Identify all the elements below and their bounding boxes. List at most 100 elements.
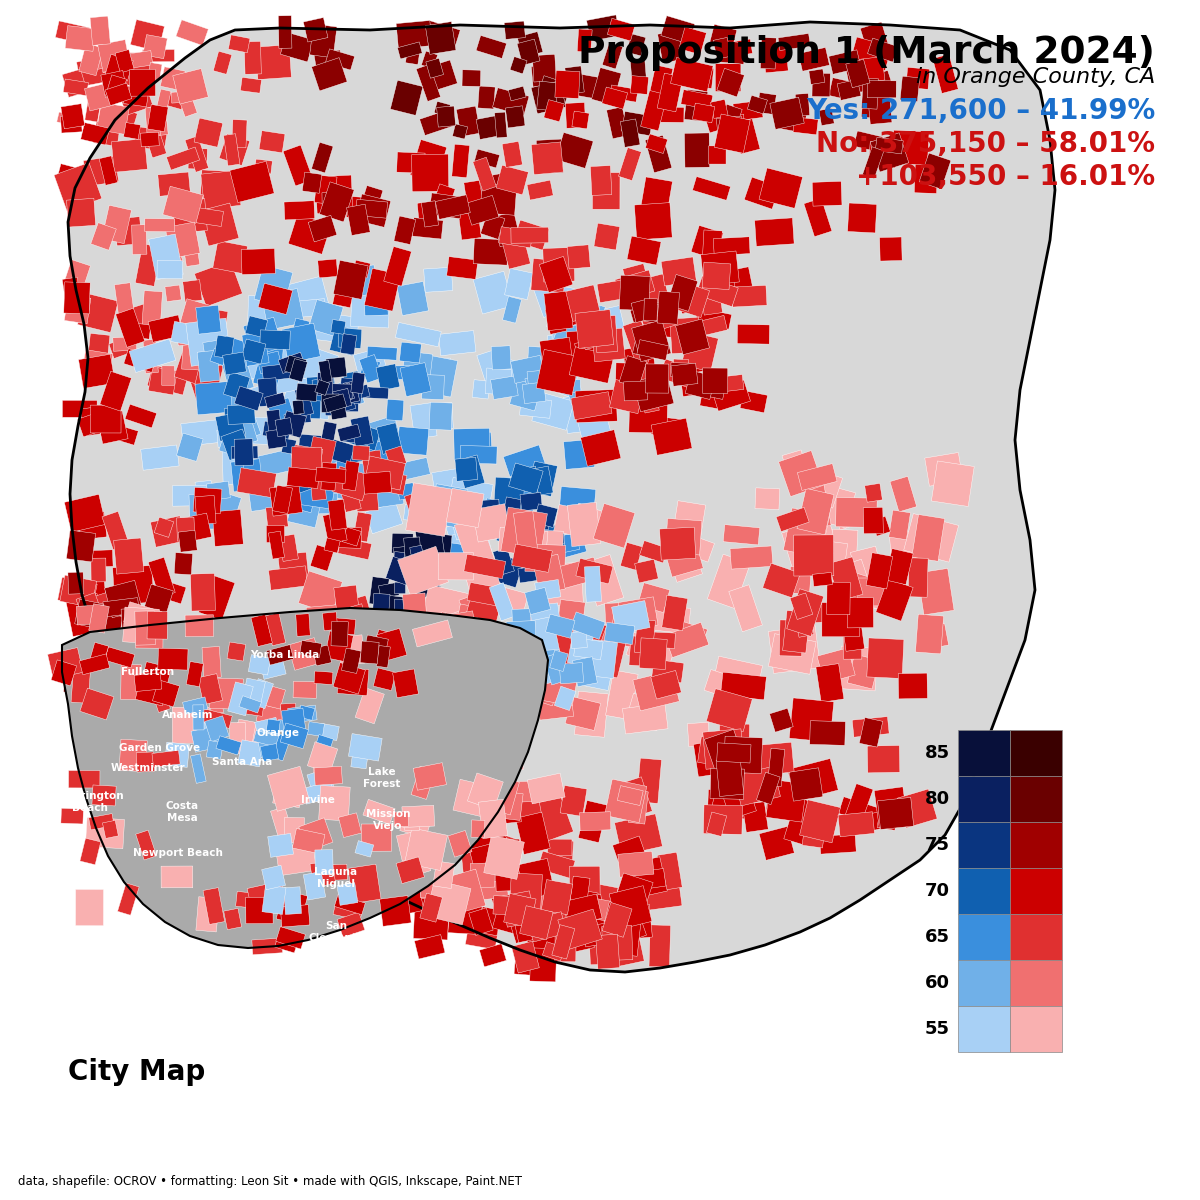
Polygon shape — [257, 449, 294, 478]
Polygon shape — [413, 620, 452, 647]
Polygon shape — [702, 104, 725, 133]
Polygon shape — [470, 725, 512, 750]
Polygon shape — [230, 460, 259, 492]
Polygon shape — [298, 474, 336, 509]
Text: Irvine: Irvine — [301, 794, 335, 805]
Polygon shape — [277, 773, 300, 791]
Polygon shape — [496, 166, 528, 194]
Polygon shape — [546, 298, 582, 335]
Polygon shape — [853, 131, 883, 152]
Polygon shape — [560, 296, 588, 326]
Polygon shape — [506, 620, 536, 653]
Polygon shape — [557, 600, 586, 635]
Polygon shape — [578, 800, 607, 842]
Polygon shape — [539, 563, 583, 607]
Polygon shape — [157, 172, 191, 197]
Polygon shape — [552, 326, 584, 348]
Polygon shape — [454, 779, 491, 817]
Polygon shape — [418, 835, 444, 862]
Polygon shape — [635, 203, 672, 240]
Polygon shape — [860, 22, 888, 52]
Polygon shape — [155, 643, 190, 677]
Polygon shape — [200, 170, 236, 197]
Polygon shape — [631, 320, 671, 361]
Text: City Map: City Map — [68, 1058, 205, 1086]
Polygon shape — [500, 478, 534, 512]
Polygon shape — [420, 556, 434, 572]
Polygon shape — [290, 445, 323, 476]
Polygon shape — [196, 305, 221, 334]
Polygon shape — [671, 281, 709, 318]
Polygon shape — [470, 820, 485, 838]
Polygon shape — [874, 787, 908, 828]
Polygon shape — [619, 355, 647, 388]
Polygon shape — [247, 295, 268, 341]
Polygon shape — [156, 89, 172, 114]
Polygon shape — [421, 374, 444, 400]
Polygon shape — [516, 616, 560, 659]
Polygon shape — [300, 641, 322, 658]
Polygon shape — [348, 733, 382, 761]
Polygon shape — [124, 122, 140, 139]
Polygon shape — [64, 259, 90, 290]
Polygon shape — [529, 602, 562, 635]
Polygon shape — [446, 522, 473, 554]
Polygon shape — [517, 623, 550, 661]
Polygon shape — [576, 890, 598, 935]
Polygon shape — [212, 510, 244, 546]
Text: Fullerton: Fullerton — [121, 667, 174, 677]
Polygon shape — [517, 31, 542, 58]
Polygon shape — [520, 906, 553, 940]
Polygon shape — [229, 161, 275, 203]
Polygon shape — [265, 686, 286, 710]
Polygon shape — [480, 498, 509, 529]
Polygon shape — [760, 827, 794, 860]
Polygon shape — [233, 719, 256, 756]
Polygon shape — [124, 53, 150, 85]
Polygon shape — [48, 648, 83, 679]
Polygon shape — [404, 602, 428, 630]
Text: Costa
Mesa: Costa Mesa — [166, 802, 198, 823]
Polygon shape — [448, 830, 472, 857]
Polygon shape — [660, 527, 696, 560]
Polygon shape — [658, 30, 684, 64]
Polygon shape — [850, 37, 892, 71]
Polygon shape — [106, 54, 133, 82]
Polygon shape — [176, 514, 211, 544]
Polygon shape — [518, 886, 562, 916]
Polygon shape — [740, 390, 768, 413]
Polygon shape — [314, 439, 337, 462]
Polygon shape — [112, 139, 148, 173]
Text: data, shapefile: OCROV • formatting: Leon Sit • made with QGIS, Inkscape, Paint.: data, shapefile: OCROV • formatting: Leo… — [18, 1175, 522, 1188]
Polygon shape — [80, 407, 101, 437]
Polygon shape — [530, 258, 566, 293]
Polygon shape — [673, 359, 689, 374]
Polygon shape — [293, 682, 317, 698]
Polygon shape — [688, 722, 710, 746]
Polygon shape — [852, 716, 889, 737]
Polygon shape — [703, 728, 744, 769]
Polygon shape — [328, 499, 347, 530]
Polygon shape — [524, 544, 565, 572]
Polygon shape — [713, 37, 731, 59]
Polygon shape — [692, 176, 731, 200]
Polygon shape — [455, 517, 496, 570]
Polygon shape — [606, 670, 638, 720]
Polygon shape — [322, 192, 335, 215]
Polygon shape — [536, 82, 558, 112]
Polygon shape — [319, 182, 354, 222]
Polygon shape — [841, 559, 868, 583]
Polygon shape — [319, 377, 365, 415]
Polygon shape — [434, 101, 450, 116]
Polygon shape — [875, 137, 904, 154]
Polygon shape — [284, 887, 301, 914]
Polygon shape — [396, 152, 425, 173]
Polygon shape — [514, 511, 539, 556]
Polygon shape — [492, 554, 523, 588]
Polygon shape — [409, 565, 425, 584]
Polygon shape — [364, 635, 389, 660]
Text: 70: 70 — [925, 882, 950, 900]
Polygon shape — [628, 364, 665, 407]
Polygon shape — [607, 18, 635, 41]
Polygon shape — [476, 36, 506, 59]
